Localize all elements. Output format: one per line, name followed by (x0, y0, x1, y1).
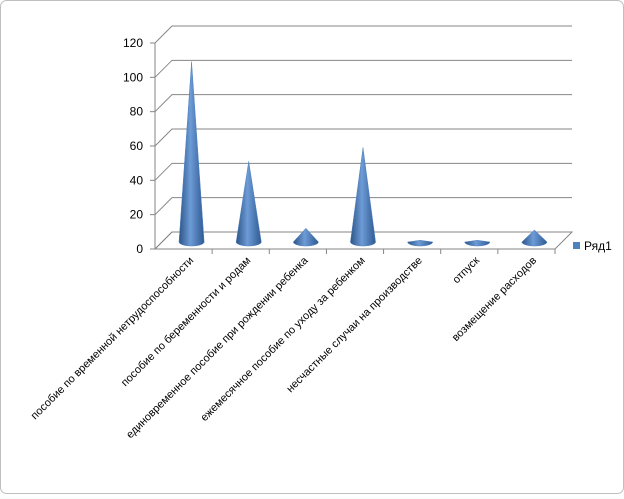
y-tick-label: 40 (130, 173, 144, 187)
cone (464, 240, 491, 247)
grid-line (154, 162, 572, 181)
grid-line (154, 94, 572, 113)
y-tick-label: 120 (123, 36, 143, 50)
cone (350, 147, 376, 247)
cone (407, 240, 433, 247)
y-tick-label: 60 (130, 139, 144, 153)
legend-label: Ряд1 (584, 239, 612, 253)
cone (521, 229, 548, 247)
cone (293, 227, 319, 247)
cone (235, 161, 262, 247)
y-tick-label: 20 (130, 208, 144, 222)
legend-swatch (573, 242, 580, 249)
grid-line (154, 231, 572, 250)
y-tick-label: 0 (136, 242, 143, 256)
cone (178, 61, 205, 247)
grid-line (154, 197, 572, 216)
y-tick-label: 100 (123, 70, 143, 84)
y-tick-label: 80 (130, 105, 144, 119)
grid-line (154, 128, 572, 147)
grid-line (154, 59, 572, 78)
grid-line (154, 25, 572, 44)
